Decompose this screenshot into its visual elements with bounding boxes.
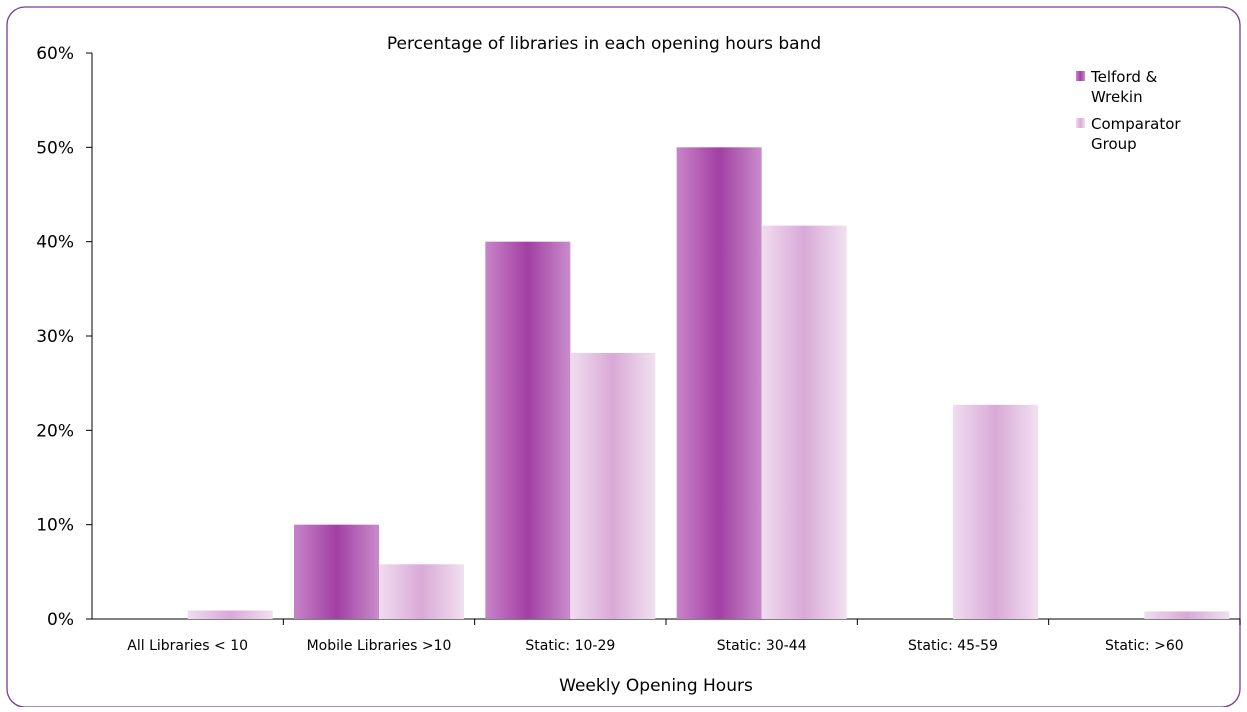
x-tick-label: Static: 10-29 bbox=[525, 638, 615, 654]
bar bbox=[485, 241, 571, 619]
y-tick-label: 10% bbox=[36, 516, 74, 536]
bar bbox=[676, 147, 762, 620]
y-tick-label: 20% bbox=[36, 421, 74, 441]
y-tick-label: 40% bbox=[36, 233, 74, 253]
bar bbox=[570, 352, 656, 619]
x-tick-label: Mobile Libraries >10 bbox=[307, 638, 452, 654]
y-tick-label: 50% bbox=[36, 138, 74, 158]
chart-title: Percentage of libraries in each opening … bbox=[387, 34, 821, 54]
legend-label: Comparator bbox=[1091, 115, 1181, 133]
bar bbox=[379, 564, 464, 619]
legend-label: Telford & bbox=[1090, 68, 1158, 86]
x-tick-label: Static: >60 bbox=[1105, 638, 1184, 654]
legend-swatch bbox=[1076, 118, 1085, 128]
x-axis-title: Weekly Opening Hours bbox=[559, 676, 753, 696]
x-tick-label: Static: 30-44 bbox=[717, 638, 807, 654]
y-tick-label: 0% bbox=[47, 610, 74, 630]
legend-label: Wrekin bbox=[1091, 88, 1143, 106]
legend-label: Group bbox=[1091, 135, 1137, 153]
bar bbox=[761, 225, 847, 619]
bar bbox=[294, 524, 379, 619]
bar bbox=[1144, 611, 1230, 619]
plot-area: 0% 10% 20% 30% 40% 50% 60% All Libraries < 10 Mo… bbox=[36, 44, 1241, 654]
x-tick-label: Static: 45-59 bbox=[908, 638, 998, 654]
legend: Telford & Wrekin Comparator Group bbox=[1076, 68, 1181, 153]
y-tick-label: 30% bbox=[36, 327, 74, 347]
x-tick-label: All Libraries < 10 bbox=[127, 638, 248, 654]
legend-swatch bbox=[1076, 71, 1085, 81]
bar bbox=[953, 404, 1038, 619]
bar bbox=[187, 610, 273, 619]
y-tick-label: 60% bbox=[36, 44, 74, 64]
